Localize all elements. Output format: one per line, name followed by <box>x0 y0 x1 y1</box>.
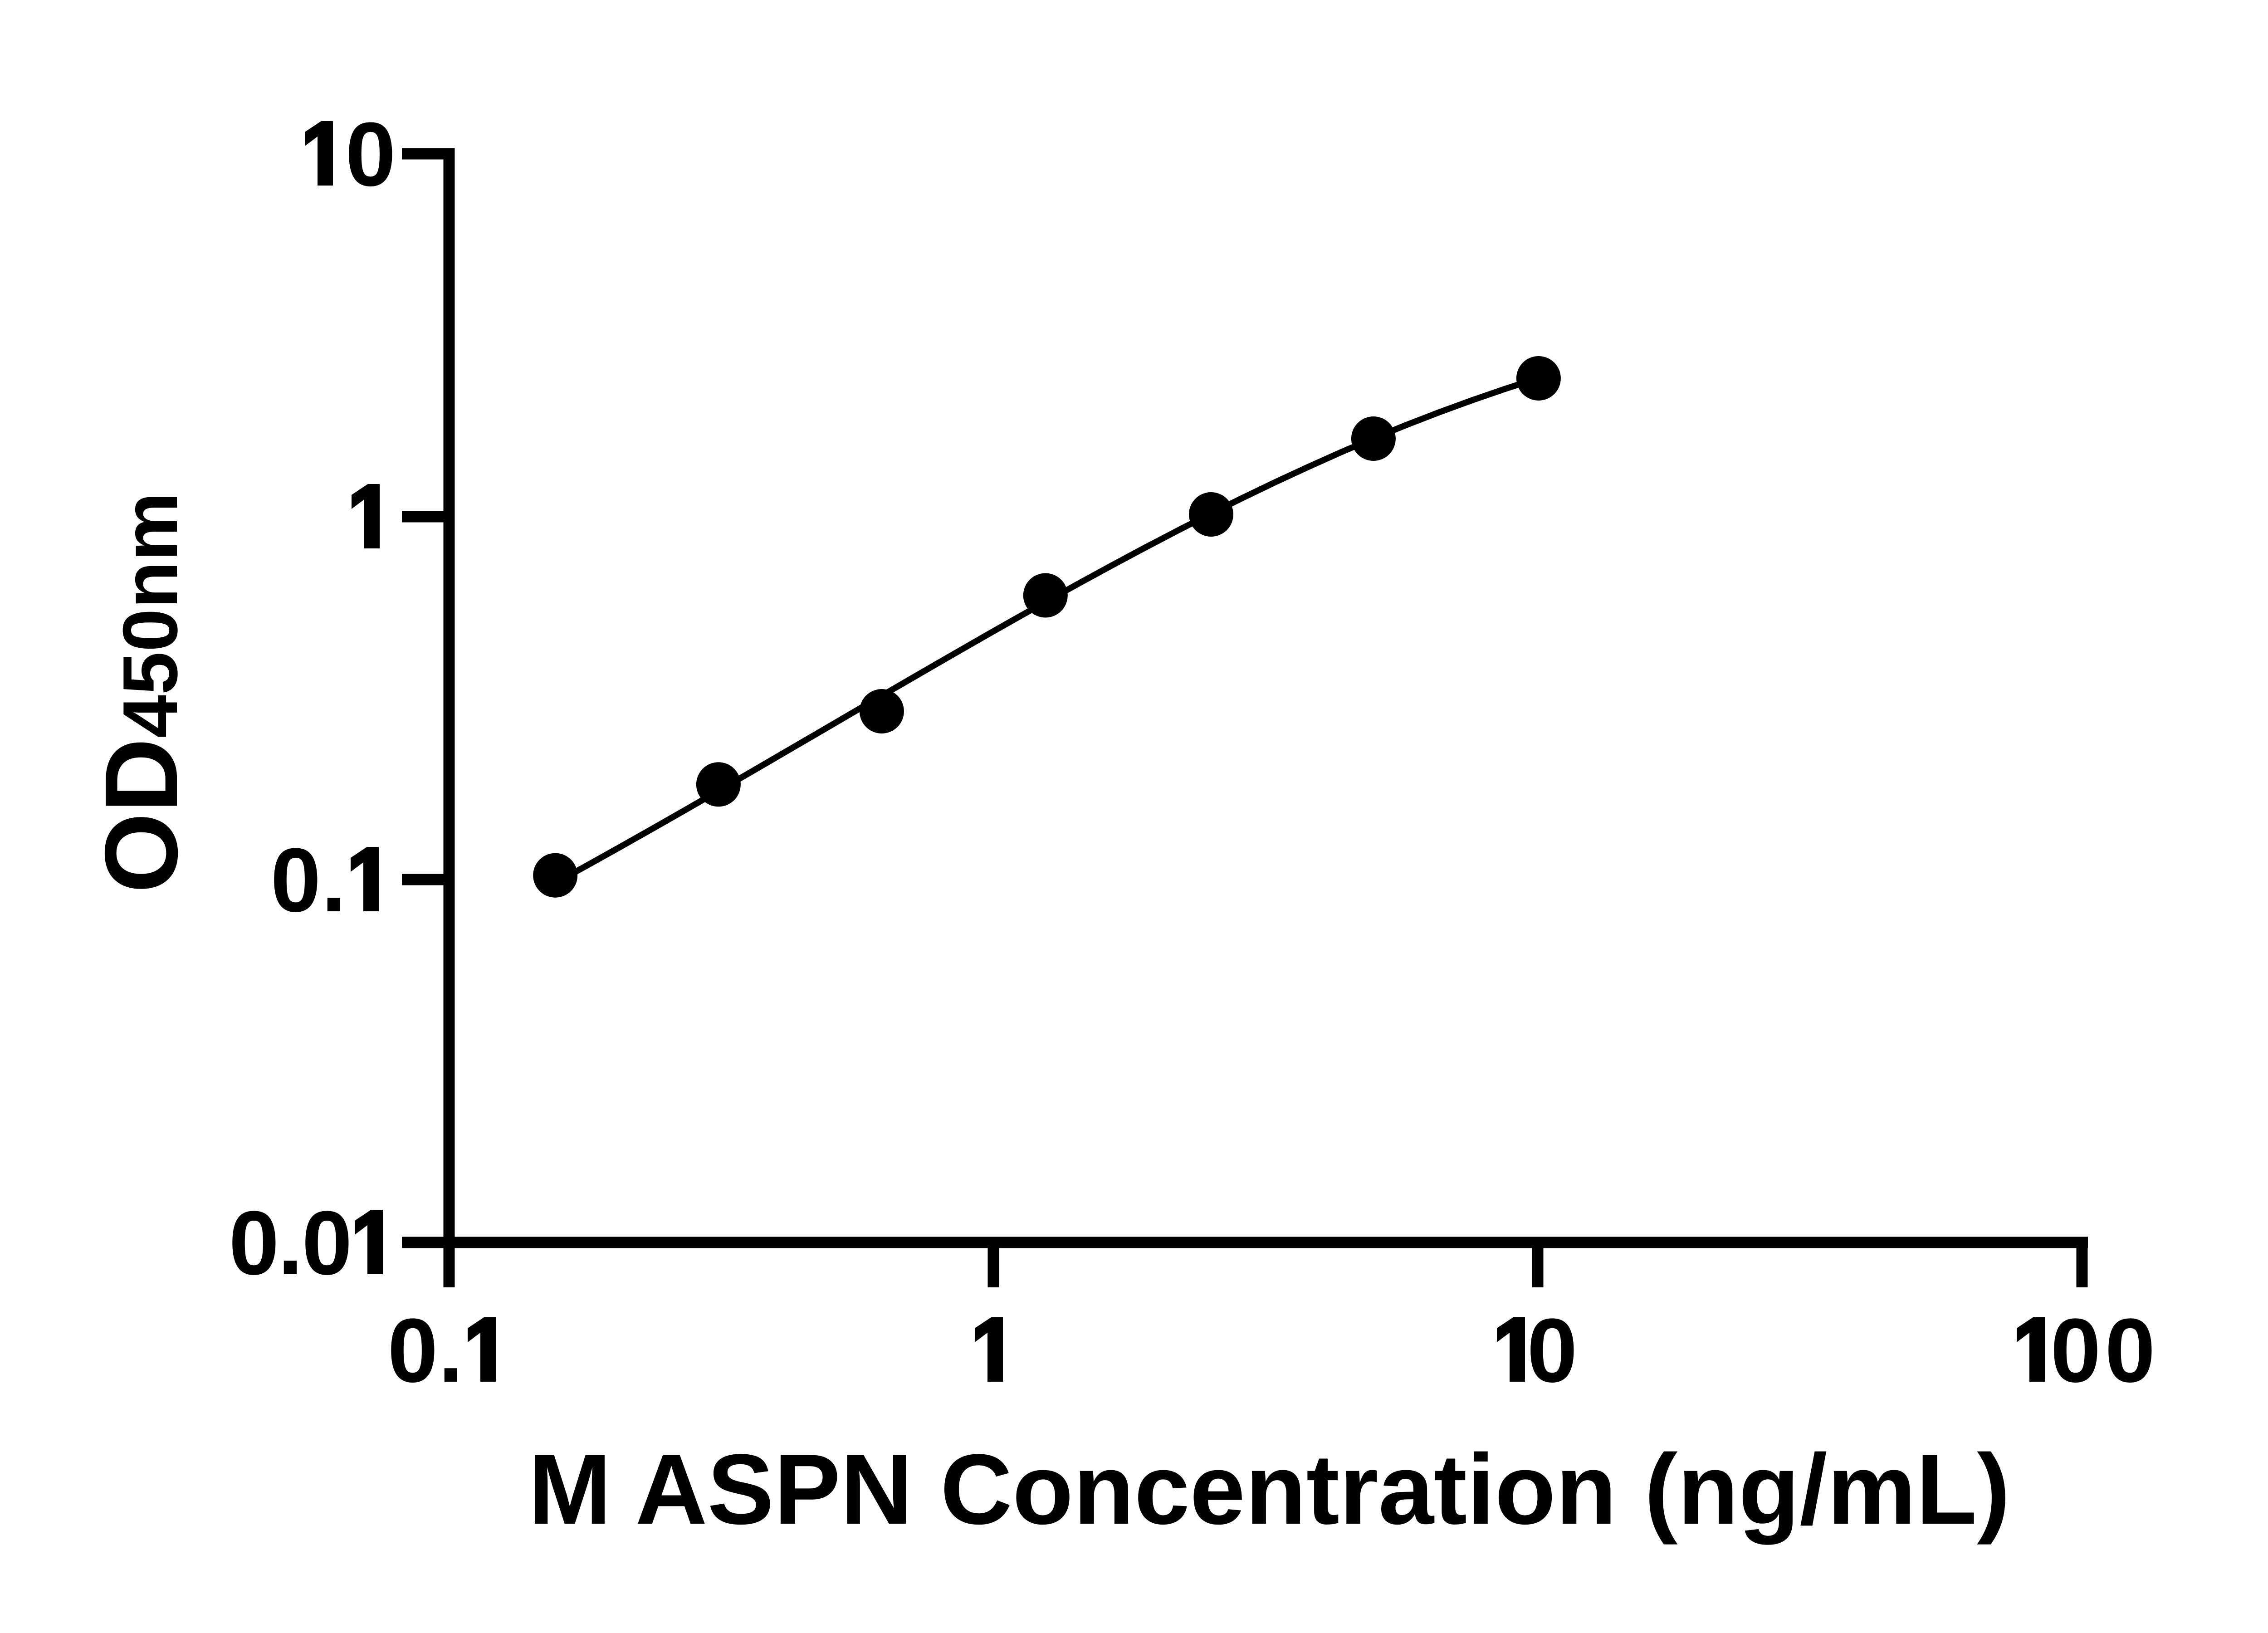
svg-text:0.0: 0.0 <box>229 1193 352 1294</box>
svg-text:0.: 0. <box>387 1300 463 1401</box>
svg-text:0.: 0. <box>270 830 346 931</box>
svg-text:0: 0 <box>345 104 396 205</box>
svg-text:M ASPN Concentration (ng/mL): M ASPN Concentration (ng/mL) <box>528 1433 2010 1545</box>
svg-text:0: 0 <box>1527 1300 1577 1401</box>
